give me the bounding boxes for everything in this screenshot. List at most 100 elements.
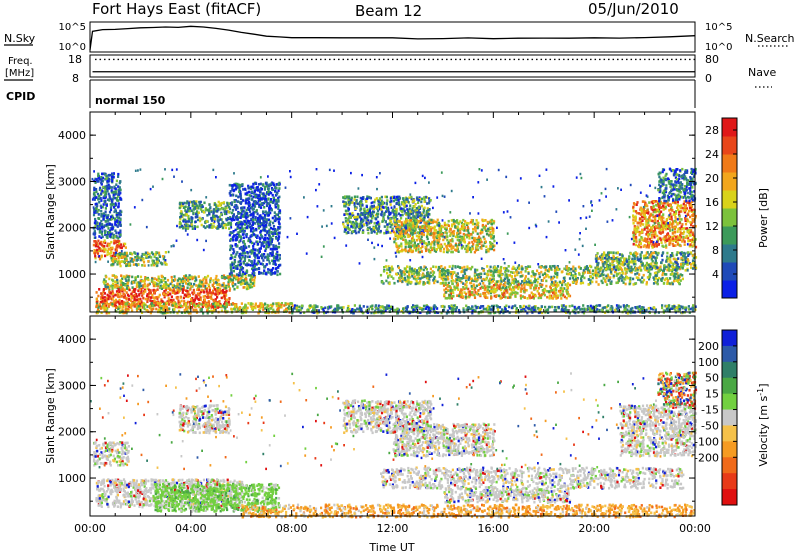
- power-colorbar-tick-16: 16: [705, 196, 719, 209]
- noise-panel-frame: [89, 21, 696, 53]
- cpid-value: normal 150: [95, 94, 166, 107]
- velocity-colorbar-swatch-6: [722, 425, 737, 442]
- power-axes: 1000 2000 3000 4000: [58, 112, 696, 312]
- power-ylabel: Slant Range [km]: [44, 164, 57, 260]
- velocity-colorbar-tick-3: 15: [705, 388, 719, 401]
- noise-tick-right-top: 10^5: [705, 22, 732, 33]
- velocity-colorbar-swatch-1: [722, 345, 737, 363]
- velocity-xtick-2: 08:00: [276, 522, 308, 535]
- velocity-ytick-1000: 1000: [58, 472, 86, 485]
- velocity-heatmap: [90, 371, 698, 519]
- power-region-13: [594, 251, 698, 272]
- velocity-colorbar-swatch-0: [722, 330, 737, 347]
- velocity-ylabel: Slant Range [km]: [44, 368, 57, 464]
- velocity-colorbar-swatch-10: [722, 489, 737, 506]
- power-colorbar-swatch-0: [722, 280, 737, 299]
- power-region-12: [442, 283, 572, 300]
- power-ytick-2000: 2000: [58, 222, 86, 235]
- noise-tick-left-top: 10^5: [59, 22, 86, 33]
- power-colorbar-tick-8: 8: [712, 244, 719, 257]
- power-region-5: [95, 301, 294, 315]
- power-region-10: [392, 218, 496, 254]
- x-axis-label: Time UT: [368, 541, 414, 554]
- power-colorbar: 4 8 12 16 20 24 28: [705, 117, 738, 299]
- freq-tick-bottom: 8: [72, 72, 79, 85]
- power-colorbar-swatch-7: [722, 154, 737, 173]
- velocity-colorbar-swatch-5: [722, 409, 737, 426]
- power-colorbar-tick-4: 4: [712, 268, 719, 281]
- velocity-colorbar-tick-4: -15: [701, 404, 719, 417]
- velocity-colorbar-swatch-3: [722, 377, 737, 395]
- velocity-colorbar-swatch-7: [722, 441, 737, 458]
- power-region-4: [95, 287, 231, 309]
- velocity-colorbar-tick-5: -50: [701, 419, 719, 432]
- velocity-colorbar-swatch-4: [722, 393, 737, 411]
- velocity-region-4: [241, 503, 696, 519]
- power-colorbar-tick-12: 12: [705, 220, 719, 233]
- nave-tick-bottom: 0: [705, 72, 712, 85]
- velocity-xtick-5: 20:00: [578, 522, 610, 535]
- power-region-2: [110, 251, 168, 268]
- velocity-scatter: [90, 372, 695, 471]
- nsearch-label: N.Search: [745, 32, 795, 45]
- power-region-0: [92, 172, 123, 240]
- noise-traces: [89, 25, 696, 51]
- power-region-9: [342, 195, 433, 235]
- power-ytick-1000: 1000: [58, 268, 86, 281]
- noise-sky-line: [89, 25, 696, 51]
- velocity-colorbar-swatch-8: [722, 457, 737, 474]
- power-colorbar-swatch-4: [722, 208, 737, 227]
- power-region-14: [632, 200, 698, 249]
- power-colorbar-tick-24: 24: [705, 148, 719, 161]
- velocity-region-3: [178, 404, 231, 435]
- power-colorbar-swatch-3: [722, 226, 737, 245]
- power-colorbar-swatch-1: [722, 262, 737, 281]
- velocity-region-0: [92, 441, 130, 467]
- power-region-15: [657, 167, 697, 203]
- velocity-colorbar-label: Velocity [m s-1]: [756, 383, 770, 466]
- power-colorbar-tick-28: 28: [705, 124, 719, 137]
- power-ytick-4000: 4000: [58, 129, 86, 142]
- power-colorbar-swatch-5: [722, 190, 737, 209]
- power-heatmap: [91, 167, 698, 315]
- power-colorbar-tick-20: 20: [705, 172, 719, 185]
- velocity-region-8: [443, 487, 572, 504]
- velocity-region-10: [657, 371, 698, 407]
- nave-tick-top: 80: [705, 53, 719, 66]
- velocity-colorbar-label-exp: -1: [756, 388, 765, 396]
- noise-tick-left-bottom: 10^0: [59, 42, 86, 53]
- velocity-colorbar-label-main: Velocity [m s: [757, 395, 770, 466]
- freq-panel-frame: [89, 54, 696, 78]
- velocity-region-2: [153, 482, 281, 513]
- velocity-colorbar-swatch-2: [722, 361, 737, 379]
- freq-label: Freq.: [8, 56, 33, 67]
- freq-unit-label: [MHz]: [5, 68, 34, 79]
- power-region-11: [379, 264, 684, 286]
- velocity-colorbar-tick-0: 200: [698, 340, 719, 353]
- velocity-xtick-4: 16:00: [477, 522, 509, 535]
- power-scatter: [91, 167, 694, 267]
- velocity-region-7: [380, 466, 685, 490]
- power-colorbar-swatch-2: [722, 244, 737, 263]
- velocity-xtick-1: 04:00: [175, 522, 207, 535]
- velocity-xtick-0: 00:00: [74, 522, 106, 535]
- power-region-6: [178, 200, 231, 230]
- nave-label: Nave: [748, 66, 776, 79]
- power-colorbar-swatch-6: [722, 172, 737, 191]
- velocity-xtick-6: 00:00: [679, 522, 711, 535]
- velocity-ytick-2000: 2000: [58, 426, 86, 439]
- velocity-axes: 1000 2000 3000 4000 00:00 04:00 08:00 12:00 16:0…: [58, 316, 711, 535]
- date-title: 05/Jun/2010: [588, 0, 679, 18]
- beam-title: Beam 12: [355, 2, 422, 20]
- power-ytick-3000: 3000: [58, 175, 86, 188]
- freq-tick-top: 18: [68, 53, 82, 66]
- velocity-region-9: [619, 404, 698, 458]
- velocity-colorbar-tick-7: -200: [694, 451, 719, 464]
- velocity-xtick-3: 12:00: [377, 522, 409, 535]
- power-region-7: [228, 181, 282, 277]
- velocity-ytick-4000: 4000: [58, 333, 86, 346]
- nsky-label: N.Sky: [4, 32, 36, 45]
- station-title: Fort Hays East (fitACF): [92, 0, 261, 18]
- power-colorbar-label: Power [dB]: [757, 188, 770, 248]
